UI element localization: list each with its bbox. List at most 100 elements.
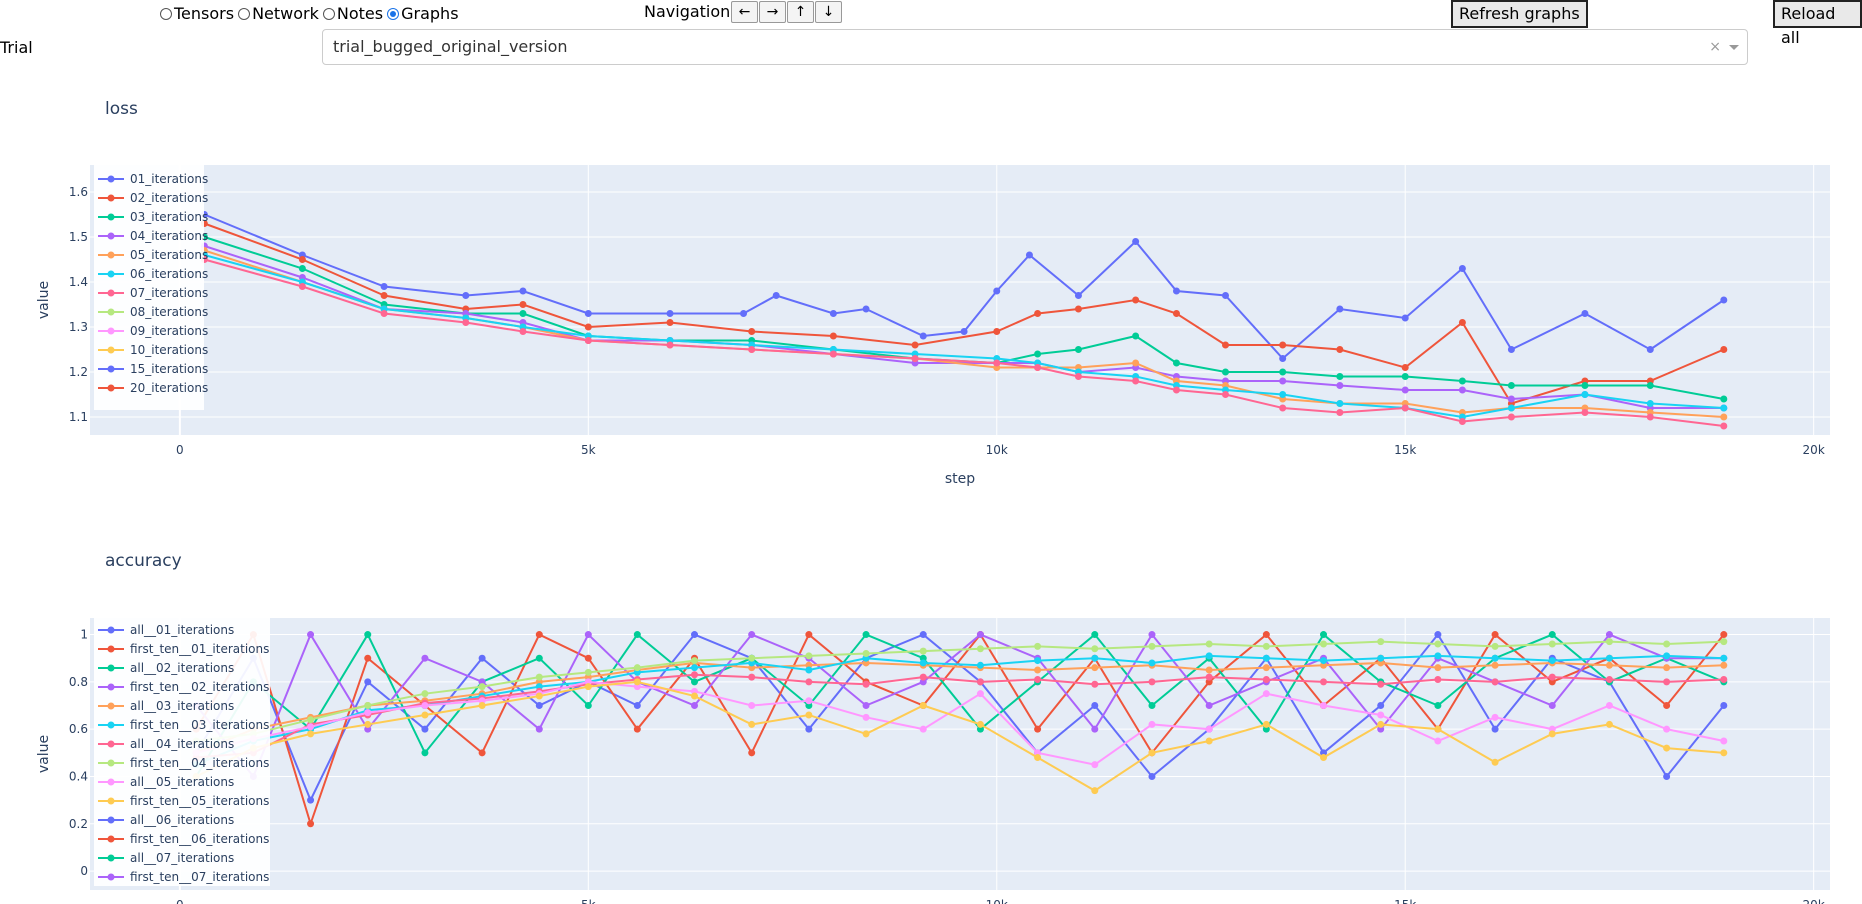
loss-data-point xyxy=(993,287,1001,295)
chevron-down-icon[interactable] xyxy=(1729,45,1739,50)
loss-data-point xyxy=(584,310,592,317)
acc-data-point xyxy=(1434,664,1442,672)
acc-data-point xyxy=(1491,713,1499,721)
loss-data-point xyxy=(584,323,592,331)
acc-data-point xyxy=(307,716,315,724)
acc-legend-label: first_ten__03_iterations xyxy=(130,718,269,732)
tab-label: Notes xyxy=(336,4,384,23)
loss-series-line xyxy=(204,258,1724,427)
loss-legend-marker xyxy=(107,175,115,183)
nav-left-button[interactable]: ← xyxy=(731,1,758,23)
acc-data-point xyxy=(633,664,641,672)
loss-chart-title: loss xyxy=(105,99,138,119)
acc-data-point xyxy=(919,673,927,681)
loss-data-point xyxy=(1132,296,1140,304)
acc-data-point xyxy=(1491,758,1499,766)
acc-data-point xyxy=(1091,645,1099,653)
acc-data-point xyxy=(1605,638,1613,646)
loss-legend-marker xyxy=(107,232,115,240)
loss-data-point xyxy=(1221,368,1229,376)
acc-data-point xyxy=(1491,631,1499,639)
nav-down-button[interactable]: ↓ xyxy=(815,1,842,23)
acc-data-point xyxy=(1491,642,1499,650)
refresh-graphs-button[interactable]: Refresh graphs xyxy=(1451,0,1588,28)
loss-x-axis-label: step xyxy=(945,471,975,487)
loss-data-point xyxy=(1336,305,1344,313)
reload-all-button[interactable]: Reload all xyxy=(1773,0,1862,47)
acc-legend-marker xyxy=(107,740,115,748)
acc-data-point xyxy=(307,730,315,738)
acc-data-point xyxy=(1548,657,1556,665)
loss-data-point xyxy=(919,332,927,340)
acc-data-point xyxy=(1034,642,1042,650)
loss-legend-marker xyxy=(107,384,115,392)
loss-data-point xyxy=(1279,355,1287,362)
loss-data-point xyxy=(1401,364,1409,371)
loss-data-point xyxy=(1279,404,1287,412)
acc-data-point xyxy=(1548,730,1556,738)
acc-data-point xyxy=(1262,631,1270,639)
acc-legend-label: all__01_iterations xyxy=(130,623,234,637)
loss-data-point xyxy=(960,328,968,335)
loss-data-point xyxy=(1221,292,1229,299)
nav-up-button[interactable]: ↑ xyxy=(787,1,814,23)
trial-dropdown[interactable]: trial_bugged_original_version × xyxy=(322,29,1748,65)
acc-data-point xyxy=(1091,702,1099,710)
acc-data-point xyxy=(478,749,486,757)
acc-data-point xyxy=(1262,675,1270,683)
loss-data-point xyxy=(1401,404,1409,412)
acc-data-point xyxy=(584,654,592,662)
radio-icon[interactable] xyxy=(238,7,251,20)
acc-data-point xyxy=(1720,749,1728,757)
acc-data-point xyxy=(633,702,641,710)
loss-x-tick-label: 20k xyxy=(1803,443,1825,457)
loss-data-point xyxy=(666,319,674,326)
loss-data-point xyxy=(1279,391,1287,398)
acc-data-point xyxy=(862,702,870,710)
acc-data-point xyxy=(478,654,486,662)
loss-data-point xyxy=(1458,418,1466,425)
acc-y-tick-label: 0.4 xyxy=(69,769,88,783)
tab-graphs[interactable]: Graphs xyxy=(387,4,459,23)
acc-legend-label: first_ten__02_iterations xyxy=(130,680,269,694)
acc-series-line xyxy=(195,632,1724,779)
loss-data-point xyxy=(462,292,470,299)
acc-data-point xyxy=(748,720,756,728)
loss-data-point xyxy=(1458,386,1466,394)
acc-data-point xyxy=(421,690,429,698)
acc-data-point xyxy=(1377,654,1385,662)
nav-right-button[interactable]: → xyxy=(759,1,786,23)
loss-y-tick-label: 1.3 xyxy=(69,320,88,334)
radio-icon[interactable] xyxy=(160,7,172,20)
acc-data-point xyxy=(1262,720,1270,728)
loss-data-point xyxy=(1172,386,1180,394)
loss-data-point xyxy=(1507,346,1515,353)
loss-legend-marker xyxy=(107,270,115,278)
tab-notes[interactable]: Notes xyxy=(322,4,384,23)
acc-data-point xyxy=(919,631,927,639)
acc-legend-marker xyxy=(107,664,115,672)
acc-series-line xyxy=(196,673,1724,759)
loss-data-point xyxy=(1074,305,1082,313)
acc-data-point xyxy=(478,683,486,691)
acc-data-point xyxy=(691,664,699,672)
acc-data-point xyxy=(1148,749,1156,757)
acc-data-point xyxy=(364,678,372,686)
acc-data-point xyxy=(691,692,699,700)
loss-data-point xyxy=(1279,368,1287,376)
radio-icon[interactable] xyxy=(322,7,335,20)
radio-checked-icon[interactable] xyxy=(387,7,400,20)
loss-data-point xyxy=(1401,386,1409,394)
acc-data-point xyxy=(691,657,699,665)
acc-data-point xyxy=(1205,673,1213,681)
acc-x-tick-label: 20k xyxy=(1803,898,1825,904)
acc-legend-marker xyxy=(107,702,115,710)
loss-data-point xyxy=(1279,341,1287,349)
acc-data-point xyxy=(1091,725,1099,733)
clear-icon[interactable]: × xyxy=(1709,39,1721,55)
acc-data-point xyxy=(1720,702,1728,710)
tab-network[interactable]: Network xyxy=(238,4,319,23)
loss-data-point xyxy=(1720,404,1728,412)
acc-data-point xyxy=(1491,661,1499,669)
tab-tensors[interactable]: Tensors xyxy=(160,4,234,23)
